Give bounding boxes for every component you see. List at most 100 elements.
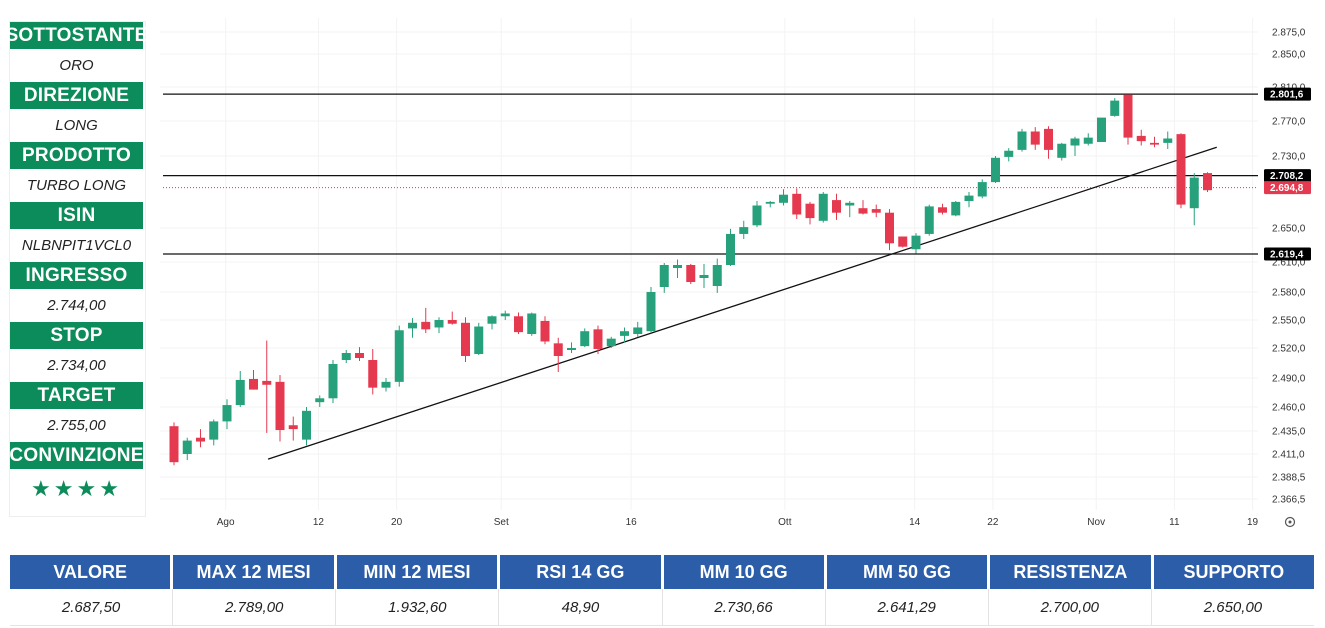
stats-header-valore: VALORE xyxy=(10,555,174,589)
candle-body xyxy=(315,398,325,403)
x-tick-label: 12 xyxy=(313,517,325,528)
stats-header-min: MIN 12 MESI xyxy=(336,555,501,589)
y-tick-label: 2.650,0 xyxy=(1272,224,1306,235)
candle-body xyxy=(196,437,205,442)
candle xyxy=(659,263,669,293)
candle xyxy=(726,228,735,266)
level-tag-bg xyxy=(1264,169,1311,183)
candle-body xyxy=(553,343,563,356)
y-tick-label: 2.490,0 xyxy=(1272,374,1306,385)
y-tick-label: 2.460,0 xyxy=(1272,403,1306,414)
candle-body xyxy=(1097,117,1106,142)
y-axis: 2.875,02.850,02.810,02.770,02.730,02.650… xyxy=(1272,28,1306,506)
x-tick-label: Set xyxy=(494,517,509,528)
x-tick-label: 14 xyxy=(909,517,921,528)
candle xyxy=(620,327,629,343)
candle xyxy=(487,315,497,330)
candle-body xyxy=(805,203,815,219)
candle-body xyxy=(1189,177,1199,209)
panel-header-ingresso: INGRESSO xyxy=(10,262,143,289)
panel-value-direzione: LONG xyxy=(10,109,143,142)
x-tick-label: 22 xyxy=(987,517,999,528)
stats-value-valore: 2.687,50 xyxy=(10,589,174,626)
y-tick-label: 2.411,0 xyxy=(1272,450,1305,461)
candle xyxy=(1123,94,1133,145)
x-tick-label: Ott xyxy=(778,517,792,528)
candle-body xyxy=(832,200,841,213)
candle-body xyxy=(341,353,351,360)
candle xyxy=(712,258,722,293)
candle xyxy=(500,310,510,320)
stats-header-mm10: MM 10 GG xyxy=(663,555,827,589)
stats-value-mm50: 2.641,29 xyxy=(825,589,989,626)
candle xyxy=(1097,117,1106,142)
candle-body xyxy=(911,235,921,250)
candle-body xyxy=(487,316,497,324)
y-tick-label: 2.770,0 xyxy=(1272,117,1306,128)
conviction-stars: ★★★★ xyxy=(31,476,122,501)
level-tag-bg xyxy=(1264,87,1311,101)
candle xyxy=(1110,98,1120,117)
candle xyxy=(421,307,431,334)
panel-value-prodotto: TURBO LONG xyxy=(10,169,143,202)
panel-value-ingresso: 2.744,00 xyxy=(10,289,143,322)
settings-icon[interactable] xyxy=(1284,516,1296,528)
x-tick-label: 16 xyxy=(626,517,638,528)
candle xyxy=(805,201,815,225)
candle-body xyxy=(394,330,404,382)
candle xyxy=(209,419,219,446)
y-tick-label: 2.875,0 xyxy=(1272,28,1306,39)
panel-value-target: 2.755,00 xyxy=(10,409,143,442)
stats-value-min: 1.932,60 xyxy=(336,589,500,626)
candle xyxy=(1057,142,1067,161)
candle-body xyxy=(355,353,364,358)
candle-body xyxy=(1110,100,1120,116)
candle xyxy=(540,316,550,345)
candle-body xyxy=(408,322,417,329)
candle-body xyxy=(712,265,722,286)
candle xyxy=(858,200,868,215)
plot-area xyxy=(160,18,1258,510)
candle-body xyxy=(818,193,828,221)
stats-header-rsi: RSI 14 GG xyxy=(500,555,664,589)
candle xyxy=(752,201,762,228)
candle-body xyxy=(1163,138,1173,143)
candle-body xyxy=(659,265,669,287)
candle xyxy=(1083,133,1093,146)
candle xyxy=(514,312,523,334)
stats-value-row: 2.687,50 2.789,00 1.932,60 48,90 2.730,6… xyxy=(10,589,1314,626)
candle xyxy=(779,189,788,206)
candle-body xyxy=(182,440,192,454)
candle-body xyxy=(977,182,987,197)
stats-value-supporto: 2.650,00 xyxy=(1151,589,1314,626)
candle-body xyxy=(646,292,656,332)
candle-body xyxy=(262,380,272,385)
candle xyxy=(567,342,576,353)
price-chart: 2.875,02.850,02.810,02.770,02.730,02.650… xyxy=(160,18,1311,528)
candle xyxy=(818,192,828,223)
level-tag-text: 2.708,2 xyxy=(1270,171,1304,182)
candle xyxy=(871,204,881,218)
candle xyxy=(1189,173,1199,226)
candle xyxy=(845,201,855,218)
candle-body xyxy=(580,331,590,347)
candle-body xyxy=(593,329,603,349)
stats-header-row: VALORE MAX 12 MESI MIN 12 MESI RSI 14 GG… xyxy=(10,555,1314,589)
candle xyxy=(739,220,749,240)
candle xyxy=(991,156,1000,183)
candle xyxy=(951,201,961,217)
y-tick-label: 2.435,0 xyxy=(1272,427,1306,438)
candle xyxy=(673,259,682,278)
candles-layer xyxy=(169,94,1212,466)
x-tick-label: Nov xyxy=(1087,517,1105,528)
candle xyxy=(368,349,378,395)
candle xyxy=(196,429,205,448)
y-tick-label: 2.550,0 xyxy=(1272,316,1306,327)
candle-body xyxy=(1004,150,1014,157)
candle-body xyxy=(447,320,457,324)
candle xyxy=(447,311,457,325)
candle xyxy=(633,321,643,337)
candle xyxy=(1070,136,1080,156)
stats-header-supporto: SUPPORTO xyxy=(1153,555,1314,589)
candle-body xyxy=(752,205,762,226)
